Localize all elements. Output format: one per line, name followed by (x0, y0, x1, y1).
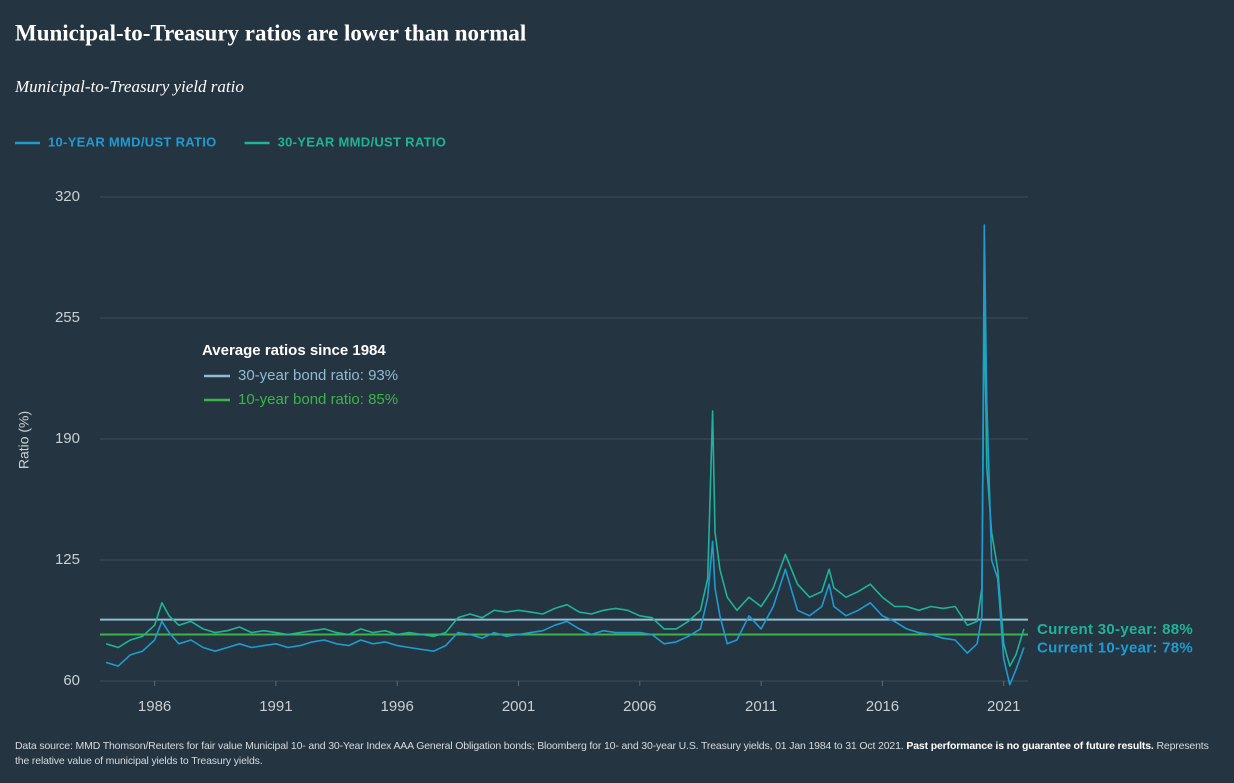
x-tick-label: 2001 (502, 698, 535, 715)
x-tick-label: 1991 (259, 698, 292, 715)
reference-label: 10-year bond ratio: 85% (238, 391, 398, 408)
y-tick-label: 255 (55, 309, 80, 326)
chart-subtitle: Municipal-to-Treasury yield ratio (14, 77, 244, 96)
x-tick-label: 1996 (381, 698, 414, 715)
x-tick-label: 1986 (138, 698, 171, 715)
series-line (105, 298, 1025, 667)
y-axis-label: Ratio (%) (16, 411, 32, 469)
chart-title: Municipal-to-Treasury ratios are lower t… (15, 20, 526, 45)
chart: Municipal-to-Treasury ratios are lower t… (14, 20, 1193, 715)
y-tick-label: 320 (55, 188, 80, 205)
current-label: Current 10-year: 78% (1037, 639, 1193, 656)
x-tick-label: 2011 (745, 698, 777, 715)
legend-label: 10-YEAR MMD/UST RATIO (48, 134, 217, 149)
footer-note: Represents the relative value of municip… (15, 740, 1209, 767)
legend-label: 30-YEAR MMD/UST RATIO (278, 134, 447, 149)
series-line (105, 224, 1025, 686)
y-tick-label: 125 (55, 551, 80, 568)
x-tick-label: 2016 (866, 698, 899, 715)
footer-source: Data source: MMD Thomson/Reuters for fai… (15, 740, 904, 752)
y-tick-label: 190 (55, 430, 80, 447)
reference-title: Average ratios since 1984 (202, 342, 386, 359)
footer-disclaimer: Past performance is no guarantee of futu… (906, 740, 1154, 752)
y-tick-label: 60 (63, 672, 80, 689)
reference-label: 30-year bond ratio: 93% (238, 367, 398, 384)
x-tick-label: 2021 (987, 698, 1020, 715)
current-label: Current 30-year: 88% (1037, 621, 1193, 638)
x-tick-label: 2006 (623, 698, 656, 715)
footer: Data source: MMD Thomson/Reuters for fai… (15, 739, 1225, 769)
